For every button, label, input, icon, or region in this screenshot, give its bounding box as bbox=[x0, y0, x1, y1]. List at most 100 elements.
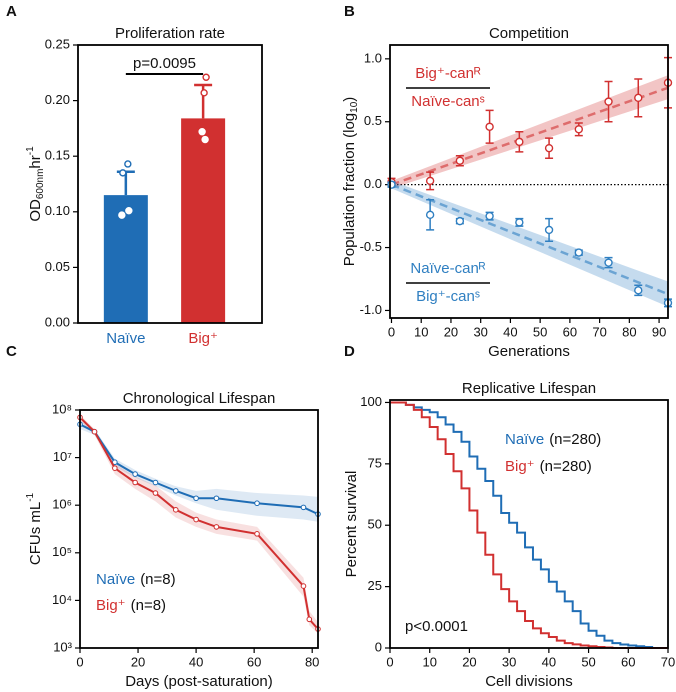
chart-title: Proliferation rate bbox=[115, 25, 225, 42]
data-point bbox=[544, 225, 554, 235]
x-tick-label: 0 bbox=[76, 654, 83, 669]
bar bbox=[103, 195, 148, 323]
y-axis-label: Population fraction (log10) bbox=[341, 97, 360, 267]
x-tick-label: 10 bbox=[414, 324, 428, 339]
y-label-unit: hr bbox=[27, 155, 44, 168]
y-tick-label: 0.5 bbox=[364, 113, 382, 128]
y-tick-label: 25 bbox=[368, 578, 382, 593]
x-tick-label: 60 bbox=[621, 654, 635, 669]
data-point bbox=[193, 495, 199, 502]
legend-name: Big⁺ bbox=[96, 597, 126, 614]
fit-line bbox=[391, 183, 669, 296]
y-label-sub: 10 bbox=[349, 101, 360, 113]
legend-entry: Big⁺ (n=8) bbox=[96, 597, 166, 614]
x-tick-label: 70 bbox=[592, 324, 606, 339]
ratio-numerator: Naïve-canᴿ bbox=[410, 260, 485, 277]
legend-name: Naïve bbox=[96, 571, 135, 588]
y-tick-label: 10⁷ bbox=[53, 449, 72, 464]
y-tick-label: 0.20 bbox=[45, 92, 70, 107]
data-point bbox=[306, 616, 313, 623]
y-label-end: ) bbox=[341, 97, 358, 102]
x-tick-label: 70 bbox=[661, 654, 675, 669]
annotation: p=0.0095 bbox=[133, 55, 196, 72]
confidence-band bbox=[80, 420, 318, 522]
data-point bbox=[152, 490, 159, 496]
panel: C Chronological Lifespan Days (post-satura… bbox=[6, 343, 321, 690]
data-point bbox=[544, 143, 554, 153]
data-point bbox=[485, 211, 494, 221]
survival-curve bbox=[390, 401, 668, 649]
confidence-band bbox=[80, 414, 318, 634]
y-tick-label: 1.0 bbox=[364, 50, 382, 65]
data-point bbox=[425, 176, 435, 186]
series-line bbox=[79, 416, 319, 630]
chart-title: Competition bbox=[489, 25, 569, 42]
legend-name: Big⁺ bbox=[505, 458, 535, 475]
legend-entry: Naïve (n=280) bbox=[505, 431, 601, 448]
data-point bbox=[254, 531, 260, 537]
x-tick-label: 60 bbox=[563, 324, 577, 339]
x-tick-label: 30 bbox=[502, 654, 516, 669]
data-point bbox=[91, 428, 98, 435]
data-point bbox=[172, 507, 179, 513]
x-tick-label: 40 bbox=[503, 324, 517, 339]
data-point bbox=[200, 89, 208, 97]
y-tick-label: 75 bbox=[368, 455, 382, 470]
annotation: p<0.0001 bbox=[405, 618, 468, 635]
panel: A Proliferation rate OD600nmhr-1 0.00 0.05 0.… bbox=[6, 3, 263, 347]
data-point bbox=[125, 206, 133, 215]
y-label-sub: 600nm bbox=[35, 169, 46, 200]
bar bbox=[181, 118, 226, 323]
data-point bbox=[172, 488, 179, 494]
y-tick-label: -1.0 bbox=[360, 302, 382, 317]
data-point bbox=[213, 495, 220, 502]
ratio-denominator: Big⁺-canˢ bbox=[416, 288, 480, 305]
y-tick-label: 0.00 bbox=[45, 314, 70, 329]
y-tick-label: 0.15 bbox=[45, 148, 70, 163]
x-tick-label: 0 bbox=[388, 324, 395, 339]
y-label-text: CFUs mL bbox=[27, 502, 44, 565]
x-tick-label: 20 bbox=[131, 654, 145, 669]
y-tick-label: 0.10 bbox=[45, 203, 70, 218]
axes-frame bbox=[389, 399, 669, 649]
ratio-denominator: Naïve-canˢ bbox=[411, 93, 484, 110]
y-tick-label: 10⁶ bbox=[52, 497, 72, 512]
x-tick-label: 0 bbox=[386, 654, 393, 669]
legend-entry: Big⁺ (n=280) bbox=[505, 458, 592, 475]
y-tick-label: 10⁸ bbox=[52, 401, 72, 416]
confidence-band bbox=[391, 180, 668, 307]
x-tick-label: 60 bbox=[247, 654, 261, 669]
x-tick-label: 90 bbox=[652, 324, 666, 339]
x-tick-label: 10 bbox=[422, 654, 436, 669]
fit-line bbox=[391, 86, 669, 186]
data-point bbox=[118, 211, 126, 219]
legend-count: (n=8) bbox=[140, 571, 175, 588]
x-tick-label: 50 bbox=[533, 324, 547, 339]
x-tick-label: 80 bbox=[305, 654, 319, 669]
y-tick-label: 0.05 bbox=[45, 259, 70, 274]
y-label-text: OD bbox=[27, 199, 44, 222]
survival-curve bbox=[390, 401, 668, 649]
data-point bbox=[604, 97, 613, 106]
axes-frame bbox=[77, 44, 263, 324]
y-axis-label: OD600nmhr-1 bbox=[25, 146, 46, 222]
panel-letter: B bbox=[344, 3, 355, 20]
y-tick-label: 0.25 bbox=[45, 36, 70, 51]
data-point bbox=[300, 504, 307, 511]
y-axis-label: CFUs mL-1 bbox=[25, 492, 44, 565]
legend-count: (n=8) bbox=[131, 597, 166, 614]
x-tick-label: 40 bbox=[189, 654, 203, 669]
y-tick-label: -0.5 bbox=[360, 239, 382, 254]
data-point bbox=[254, 500, 260, 507]
data-point bbox=[455, 216, 465, 226]
axes-frame bbox=[389, 44, 669, 319]
x-tick-label: 20 bbox=[462, 654, 476, 669]
x-tick-label: 30 bbox=[473, 324, 487, 339]
y-tick-label: 100 bbox=[360, 394, 382, 409]
y-tick-label: 50 bbox=[368, 517, 382, 532]
legend-name: Naïve bbox=[505, 431, 544, 448]
data-point bbox=[515, 137, 524, 147]
error-bar bbox=[116, 170, 135, 196]
x-tick-label: 20 bbox=[444, 324, 458, 339]
y-tick-label: 0.0 bbox=[364, 176, 382, 191]
